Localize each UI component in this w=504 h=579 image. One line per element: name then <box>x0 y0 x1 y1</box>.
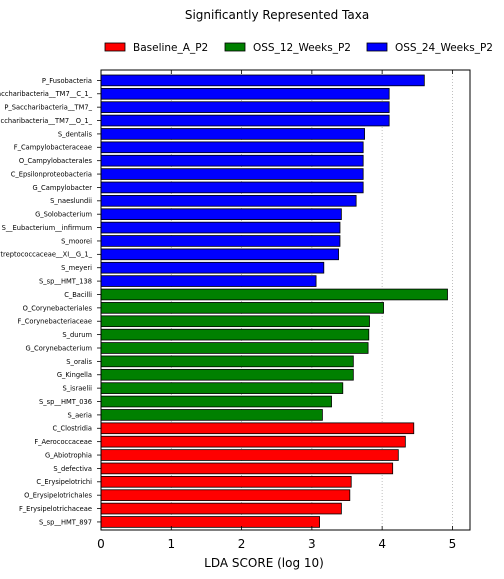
bar-27 <box>100 435 406 448</box>
bar-4 <box>100 128 365 140</box>
y-tick-label-7: C_Epsilonproteobacteria <box>11 170 92 178</box>
y-tick-label-18: F_Corynebacteriaceae <box>18 318 92 326</box>
legend: Baseline_A_P2 OSS_12_Weeks_P2 OSS_24_Weeks… <box>104 42 493 54</box>
y-tick-label-21: S_oralis <box>66 358 92 366</box>
bar-9 <box>100 195 357 207</box>
y-tick-label-4: S_dentalis <box>58 130 93 138</box>
y-tick-label-33: S_sp__HMT_897 <box>39 518 92 526</box>
plot-frame <box>100 69 471 531</box>
y-tick-label-10: G_Solobacterium <box>35 211 92 219</box>
bar-26 <box>100 422 415 435</box>
bar-30 <box>100 475 352 488</box>
legend-entry-1: OSS_12_Weeks_P2 <box>253 42 351 54</box>
bar-25 <box>100 409 323 421</box>
y-tick-label-2: P_Saccharibacteria__TM7_ <box>4 104 92 112</box>
x-tick-label-5: 5 <box>449 537 457 551</box>
bar-3 <box>100 114 390 127</box>
y-tick-label-27: F_Aerococcaceae <box>34 438 92 446</box>
bar-10 <box>100 208 342 221</box>
bar-5 <box>100 141 364 154</box>
y-tick-label-32: F_Erysipelotrichaceae <box>19 505 92 513</box>
y-tick-label-14: S_meyeri <box>61 264 92 272</box>
bar-24 <box>100 395 332 408</box>
x-tick-label-2: 2 <box>238 537 246 551</box>
y-tick-label-23: S_israelii <box>63 385 93 393</box>
chart-title: Significantly Represented Taxa <box>185 8 369 22</box>
bar-series <box>100 74 448 528</box>
x-axis-ticks: 0 1 2 3 4 5 <box>97 70 456 551</box>
bar-19 <box>100 328 370 341</box>
legend-swatch-0 <box>104 42 126 52</box>
y-tick-label-13: F_Peptostreptococcaceae__XI__G_1_ <box>0 251 93 259</box>
bar-21 <box>100 355 354 368</box>
bar-12 <box>100 235 341 247</box>
bar-17 <box>100 302 384 314</box>
bar-16 <box>100 288 448 301</box>
y-tick-label-8: G_Campylobacter <box>33 184 93 192</box>
x-tick-label-0: 0 <box>97 537 105 551</box>
y-tick-label-17: O_Corynebacteriales <box>23 304 93 312</box>
bar-0 <box>100 74 425 87</box>
y-tick-label-1: C_Saccharibacteria__TM7__C_1_ <box>0 90 93 98</box>
bar-23 <box>100 382 344 394</box>
x-tick-label-1: 1 <box>167 537 175 551</box>
bar-32 <box>100 502 342 515</box>
y-tick-label-6: O_Campylobacterales <box>19 157 93 165</box>
bar-1 <box>100 87 390 100</box>
y-tick-label-24: S_sp__HMT_036 <box>39 398 92 406</box>
bar-22 <box>100 368 354 381</box>
bar-18 <box>100 315 370 328</box>
legend-entry-2: OSS_24_Weeks_P2 <box>395 42 493 54</box>
y-tick-label-9: S_naeslundii <box>50 197 92 205</box>
y-tick-label-26: C_Clostridia <box>52 425 92 433</box>
bar-14 <box>100 261 325 274</box>
y-tick-label-5: F_Campylobacteraceae <box>14 144 92 152</box>
y-tick-label-19: S_durum <box>62 331 92 339</box>
legend-swatch-1 <box>224 42 246 52</box>
y-tick-label-11: S__Eubacterium__infirmum <box>2 224 92 232</box>
bar-15 <box>100 275 317 287</box>
legend-entry-0: Baseline_A_P2 <box>133 42 208 54</box>
bar-7 <box>100 168 364 180</box>
y-tick-label-3: O_Saccharibacteria__TM7__O_1_ <box>0 117 93 125</box>
x-tick-label-3: 3 <box>308 537 316 551</box>
y-tick-label-28: G_Abiotrophia <box>45 451 92 459</box>
y-tick-label-16: C_Bacilli <box>64 291 92 299</box>
y-tick-label-29: S_defectiva <box>53 465 92 473</box>
bar-33 <box>100 516 320 528</box>
x-axis-label: LDA SCORE (log 10) <box>204 556 324 570</box>
bar-20 <box>100 342 369 354</box>
bar-13 <box>100 248 339 261</box>
y-tick-label-0: P_Fusobacteria <box>42 77 92 85</box>
y-tick-label-12: S_moorei <box>61 237 92 245</box>
bar-28 <box>100 449 399 461</box>
y-axis-ticks: P_Fusobacteria C_Saccharibacteria__TM7__C… <box>0 77 101 526</box>
bar-29 <box>100 462 394 475</box>
y-tick-label-22: G_Kingella <box>57 371 92 379</box>
bar-31 <box>100 489 351 501</box>
bar-6 <box>100 154 364 167</box>
legend-swatch-2 <box>366 42 388 52</box>
y-tick-label-25: S_aeria <box>67 411 92 419</box>
y-tick-label-20: G_Corynebacterium <box>26 344 92 352</box>
y-tick-label-30: C_Erysipelotrichi <box>36 478 92 486</box>
y-tick-label-15: S_sp__HMT_138 <box>39 278 92 286</box>
bar-11 <box>100 221 341 234</box>
x-tick-label-4: 4 <box>378 537 386 551</box>
y-tick-label-31: O_Erysipelotrichales <box>24 492 92 500</box>
bar-2 <box>100 101 390 113</box>
bar-8 <box>100 181 364 194</box>
